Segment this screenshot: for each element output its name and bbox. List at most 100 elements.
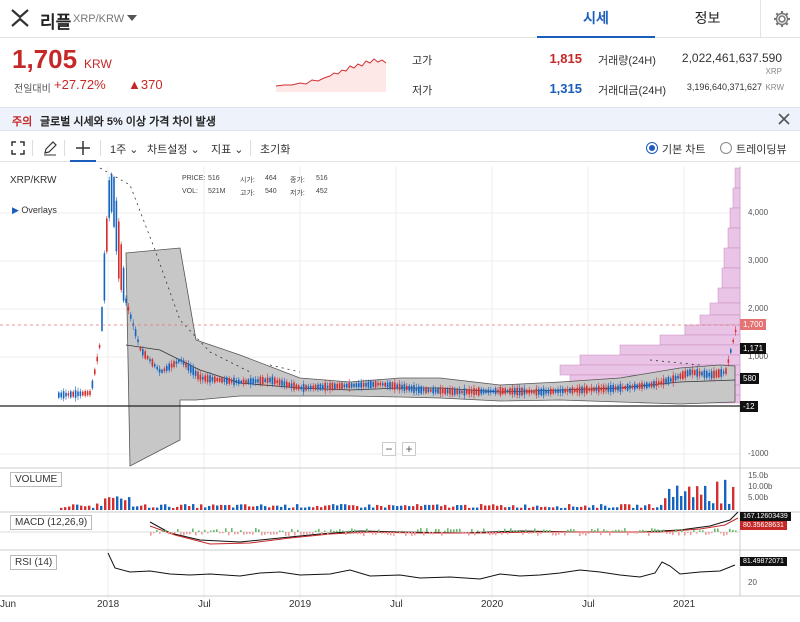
macd-histogram-bar — [420, 528, 422, 532]
volume-bar — [84, 506, 87, 510]
candle — [434, 388, 437, 393]
pencil-icon[interactable] — [42, 140, 58, 156]
tradingview-radio[interactable] — [720, 142, 732, 154]
macd-value-tag: 167.12603439 — [740, 512, 791, 521]
candle — [362, 382, 365, 387]
candle — [674, 375, 677, 381]
macd-histogram-bar — [486, 532, 488, 534]
candle — [454, 388, 456, 395]
macd-histogram-bar — [501, 532, 503, 535]
volume-value: 2,022,461,637.590 — [681, 51, 782, 65]
basic-chart-label[interactable]: 기본 차트 — [662, 144, 706, 156]
change-label: 전일대비 — [14, 84, 51, 95]
candle — [684, 370, 686, 378]
candle — [415, 387, 418, 392]
macd-histogram-bar — [306, 532, 308, 535]
reset-button[interactable]: 초기화 — [260, 144, 291, 156]
macd-histogram-bar — [372, 532, 374, 535]
rsi-panel-label[interactable]: RSI (14) — [10, 555, 58, 570]
volume-bar — [184, 504, 187, 510]
candle — [506, 389, 509, 393]
indicators-menu[interactable]: 지표 ⌄ — [211, 144, 244, 156]
macd-histogram-bar — [207, 532, 209, 534]
volume-bar — [60, 507, 63, 510]
candle — [350, 383, 353, 388]
candle — [485, 389, 487, 393]
gear-icon[interactable] — [772, 9, 792, 29]
macd-histogram-bar — [333, 530, 335, 532]
candle — [156, 366, 158, 370]
y-tick: 1,000 — [748, 352, 769, 361]
sparkline-chart — [275, 58, 387, 92]
macd-histogram-bar — [507, 532, 509, 535]
volume-bar — [708, 501, 711, 510]
macd-histogram-bar — [708, 532, 710, 535]
candle — [643, 383, 646, 388]
tab-price[interactable]: 시세 — [537, 0, 655, 38]
price-chart[interactable] — [0, 163, 800, 622]
volume-bar — [340, 504, 343, 510]
candle — [194, 370, 197, 376]
candle — [463, 388, 466, 396]
fullscreen-icon[interactable] — [10, 140, 26, 156]
coin-name[interactable]: 리플 — [40, 13, 72, 32]
volume-bar — [192, 504, 195, 510]
candle — [86, 391, 89, 396]
zoom-out-button[interactable]: − — [382, 442, 396, 456]
volume-bar — [108, 497, 111, 510]
candle — [242, 379, 245, 385]
macd-histogram-bar — [504, 528, 506, 532]
candle — [72, 391, 74, 397]
macd-panel-label[interactable]: MACD (12,26,9) — [10, 515, 93, 530]
ohlc-price: 516 — [208, 175, 220, 182]
candle — [146, 355, 149, 359]
macd-histogram-bar — [267, 532, 269, 534]
candle — [60, 392, 62, 398]
volume-bar — [476, 507, 479, 510]
volume-bar — [272, 505, 275, 510]
volume-bar — [176, 506, 179, 510]
macd-histogram-bar — [636, 532, 638, 534]
volume-bar — [388, 504, 391, 510]
macd-histogram-bar — [585, 532, 587, 536]
volume-bar — [196, 507, 199, 510]
volume-bar — [80, 505, 83, 510]
macd-histogram-bar — [228, 532, 230, 536]
candle — [257, 379, 259, 383]
volume-bar — [716, 481, 719, 510]
macd-histogram-bar — [495, 532, 497, 536]
candle — [398, 383, 401, 390]
overlays-toggle[interactable]: ▶ Overlays — [12, 205, 57, 215]
tab-info[interactable]: 정보 — [694, 10, 721, 26]
volume-bar — [380, 506, 383, 510]
volume-bar — [492, 504, 495, 510]
candle — [94, 369, 96, 375]
chart-settings-menu[interactable]: 차트설정 ⌄ — [147, 144, 200, 156]
chevron-down-icon[interactable] — [127, 15, 137, 21]
macd-histogram-bar — [648, 532, 650, 536]
volume-bar — [208, 505, 211, 510]
candle — [619, 384, 622, 392]
close-icon[interactable] — [776, 111, 792, 127]
macd-histogram-bar — [291, 528, 293, 532]
macd-histogram-bar — [582, 532, 584, 535]
macd-histogram-bar — [588, 532, 590, 534]
pair-label[interactable]: XRP/KRW — [73, 13, 125, 25]
crosshair-icon[interactable] — [75, 140, 91, 156]
volume-bar — [188, 506, 191, 510]
volume-bar — [712, 503, 715, 510]
candle — [206, 375, 209, 383]
volume-panel-label[interactable]: VOLUME — [10, 472, 63, 487]
candle — [218, 377, 221, 382]
volume-bar — [364, 507, 367, 510]
candle — [734, 329, 737, 332]
volume-bar — [216, 505, 219, 510]
macd-histogram-bar — [609, 532, 611, 536]
tradingview-label[interactable]: 트레이딩뷰 — [736, 144, 787, 156]
candle — [250, 378, 252, 385]
candle — [274, 377, 276, 385]
macd-histogram-bar — [510, 528, 512, 532]
zoom-in-button[interactable]: + — [402, 442, 416, 456]
basic-chart-radio[interactable] — [646, 142, 658, 154]
interval-select[interactable]: 1주 ⌄ — [110, 144, 139, 156]
